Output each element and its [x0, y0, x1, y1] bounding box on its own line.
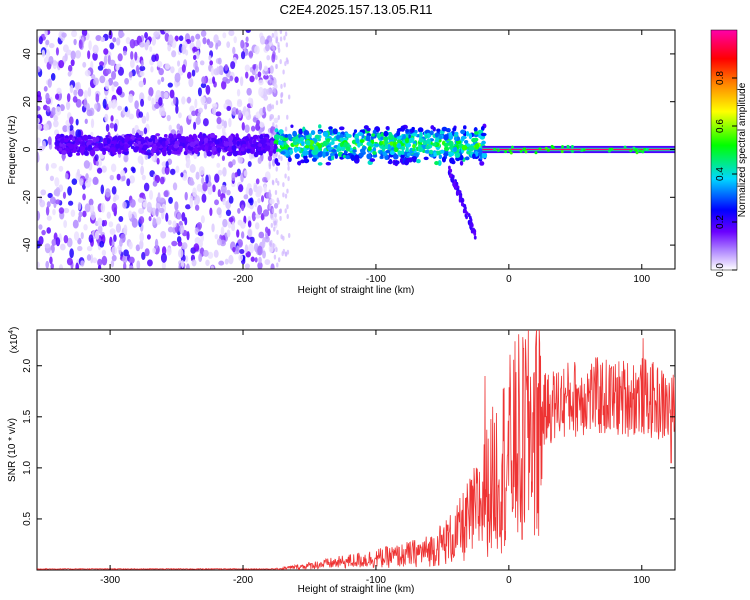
y-tick-label: 40 [22, 48, 33, 60]
x-tick-label: -200 [233, 274, 253, 285]
colorbar-tick-label: 0.6 [715, 119, 726, 133]
y-tick-label: 0.5 [22, 512, 33, 526]
snr-x-label: Height of straight line (km) [298, 584, 415, 595]
snr-panel: -300 -200 -100 0 100 0.5 1.0 1.5 2.0 Height of … [7, 327, 676, 595]
x-tick-label: 0 [506, 274, 512, 285]
snr-scale-label: (x104) [8, 327, 20, 354]
colorbar-tick-label: 0.0 [715, 263, 726, 277]
figure-title: C2E4.2025.157.13.05.R11 [280, 2, 433, 17]
x-tick-label: -200 [233, 575, 253, 586]
spectrogram-y-ticks: -40 -20 0 20 40 [22, 48, 675, 252]
x-tick-label: 100 [633, 575, 650, 586]
y-tick-label: 0 [22, 146, 33, 152]
spectrogram-y-label: Frequency (Hz) [7, 116, 18, 185]
y-tick-label: 1.5 [22, 409, 33, 423]
snr-y-label: SNR (10 * v/v) [7, 418, 18, 482]
colorbar-tick-label: 0.8 [715, 71, 726, 85]
colorbar-ticks: 0.0 0.2 0.4 0.6 0.8 [715, 71, 737, 277]
y-tick-label: 20 [22, 96, 33, 108]
colorbar-label: Normalized spectral amplitude [737, 82, 748, 217]
snr-frame [36, 329, 676, 571]
x-tick-label: -100 [366, 274, 386, 285]
spectrogram-x-label: Height of straight line (km) [298, 285, 415, 296]
colorbar-tick-label: 0.2 [715, 215, 726, 229]
colorbar-tick-label: 0.4 [715, 167, 726, 181]
spectrogram-x-ticks: -300 -200 -100 0 100 [100, 30, 651, 285]
y-tick-label: -40 [22, 237, 33, 252]
x-tick-label: 100 [633, 274, 650, 285]
y-tick-label: 1.0 [22, 460, 33, 474]
y-tick-label: 2.0 [22, 358, 33, 372]
snr-series-line [37, 330, 675, 570]
snr-x-ticks: -300 -200 -100 0 100 [100, 330, 651, 586]
colorbar-gradient [710, 29, 738, 271]
x-tick-label: 0 [506, 575, 512, 586]
x-tick-label: -300 [100, 575, 120, 586]
x-tick-label: -300 [100, 274, 120, 285]
y-tick-label: -20 [22, 190, 33, 205]
x-tick-label: -100 [366, 575, 386, 586]
spectrogram-image [37, 30, 675, 269]
colorbar: 0.0 0.2 0.4 0.6 0.8 Normalized spectral ampl… [710, 29, 748, 277]
snr-y-ticks: 0.5 1.0 1.5 2.0 [22, 358, 675, 526]
